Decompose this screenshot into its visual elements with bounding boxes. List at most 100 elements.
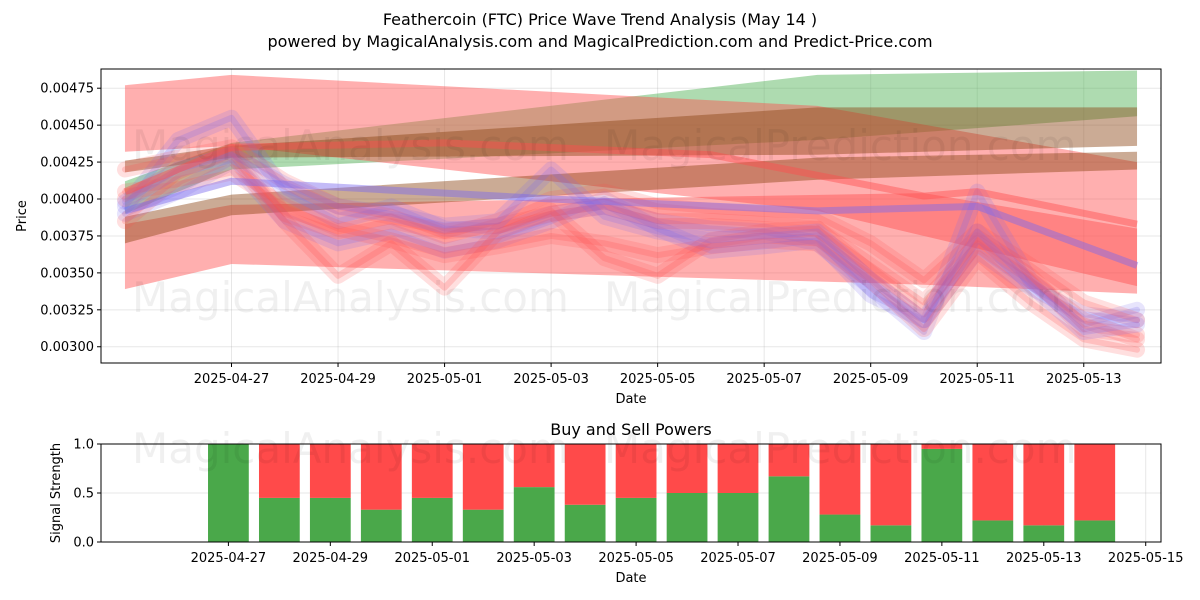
sell-power-bar [258,444,300,498]
price-wave [116,146,1146,343]
price-wave [116,139,1146,329]
buy-power-bar [717,493,759,542]
buy-power-bar [1023,525,1065,542]
price-waves [116,109,1146,358]
price-x-tick-label: 2025-04-29 [300,372,376,387]
signal-y-label: Signal Strength [49,443,64,543]
signal-x-label: Date [615,571,646,586]
price-x-tick-label: 2025-05-07 [726,372,802,387]
signal-x-tick-label: 2025-05-13 [1006,551,1082,566]
signal-x-tick-label: 2025-05-01 [394,551,470,566]
signal-y-tick-label: 0.5 [73,487,94,502]
buy-power-bar [462,509,504,542]
sell-power-bar [819,444,861,515]
sell-power-bar [717,444,759,493]
price-wave [116,146,1146,340]
trend-bands [124,70,1138,294]
price-wave [116,109,1146,340]
signal-panel: Buy and Sell Powers MagicalAnalysis.com … [49,420,1183,586]
price-y-label: Price [15,200,30,232]
chart-title-line2: powered by MagicalAnalysis.com and Magic… [267,32,932,51]
watermark-group-bottom: MagicalAnalysis.com MagicalPrediction.co… [132,424,1077,473]
buy-power-bar [513,487,555,542]
price-y-tick-label: 0.00325 [40,303,94,318]
signal-x-tick-label: 2025-04-29 [293,551,369,566]
price-grid [101,69,1161,363]
buy-power-bar [972,520,1014,542]
trend-band [124,193,1138,294]
price-x-tick-label: 2025-05-05 [620,372,696,387]
buy-power-bar [360,509,402,542]
signal-bars [208,444,1116,542]
buy-power-bar [870,525,912,542]
trend-band [124,107,1138,173]
price-y-tick-label: 0.00375 [40,229,94,244]
sell-power-bar [564,444,606,505]
price-axes-frame [100,68,1162,364]
signal-ticks: 2025-04-27 2025-04-29 2025-05-01 2025-05-03… [73,438,1183,567]
sell-power-bar [768,444,810,477]
price-wave-panel: MagicalAnalysis.com MagicalPrediction.co… [15,68,1162,407]
price-y-tick-label: 0.00350 [40,266,94,281]
price-x-label: Date [615,392,646,407]
price-wave-core [121,148,1141,343]
signal-x-tick-label: 2025-05-11 [904,551,980,566]
price-x-tick-label: 2025-05-01 [407,372,483,387]
price-wave-core [121,159,1141,324]
watermark-text: MagicalPrediction.com [604,273,1077,322]
price-wave-core [121,114,1141,335]
signal-x-tick-label: 2025-05-05 [598,551,674,566]
trend-line [123,139,1138,228]
buy-power-bar [258,497,300,542]
sell-power-bar [309,444,351,498]
watermark-text: MagicalAnalysis.com [132,424,569,473]
price-wave [116,164,1146,358]
buy-power-bar [309,497,351,542]
sell-power-bar [870,444,912,526]
price-wave-core [121,151,1141,338]
sell-power-bar [513,444,555,488]
buy-power-bar [666,493,708,542]
buy-power-bar [1074,520,1116,542]
buy-power-bar [819,514,861,542]
price-y-tick-label: 0.00300 [40,340,94,355]
chart-title-line1: Feathercoin (FTC) Price Wave Trend Analy… [383,10,817,29]
sell-power-bar [615,444,657,498]
trend-band [124,151,1138,244]
price-wave-core [121,169,1141,353]
signal-x-tick-label: 2025-04-27 [191,551,267,566]
watermark-text: MagicalPrediction.com [604,121,1077,170]
price-wave [116,143,1146,348]
buy-power-bar [208,444,249,542]
trend-lines [123,139,1139,269]
buy-power-bar [615,497,657,542]
sell-power-bar [462,444,504,510]
sell-power-bar [1074,444,1116,521]
signal-y-tick-label: 1.0 [73,438,94,453]
price-x-tick-label: 2025-05-13 [1046,372,1122,387]
price-x-tick-label: 2025-05-11 [939,372,1015,387]
watermark-text: MagicalAnalysis.com [132,273,569,322]
sell-power-bar [666,444,708,493]
price-x-tick-label: 2025-05-03 [513,372,589,387]
sell-power-bar [411,444,453,498]
signal-x-tick-label: 2025-05-09 [802,551,878,566]
price-y-tick-label: 0.00450 [40,119,94,134]
price-y-tick-label: 0.00400 [40,193,94,208]
buy-power-bar [564,504,606,542]
sell-power-bar [921,444,963,449]
price-x-tick-label: 2025-04-27 [194,372,270,387]
price-ticks: 2025-04-27 2025-04-29 2025-05-01 2025-05-03… [40,82,1121,387]
sell-power-bar [972,444,1014,521]
trend-band [124,70,1138,214]
trend-band [124,74,1138,287]
price-wave [116,154,1146,329]
buy-power-bar [921,448,963,542]
signal-x-tick-label: 2025-05-03 [496,551,572,566]
signal-x-tick-label: 2025-05-15 [1108,551,1184,566]
sell-power-bar [360,444,402,510]
price-wave-core [121,144,1141,324]
signal-y-tick-label: 0.0 [73,536,94,551]
signal-x-tick-label: 2025-05-07 [700,551,776,566]
